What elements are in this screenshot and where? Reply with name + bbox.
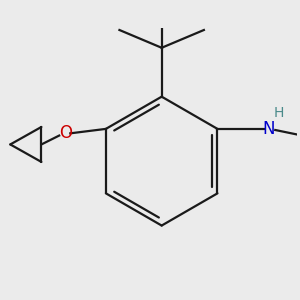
Text: N: N — [262, 120, 275, 138]
Text: O: O — [59, 124, 72, 142]
Text: H: H — [273, 106, 284, 120]
